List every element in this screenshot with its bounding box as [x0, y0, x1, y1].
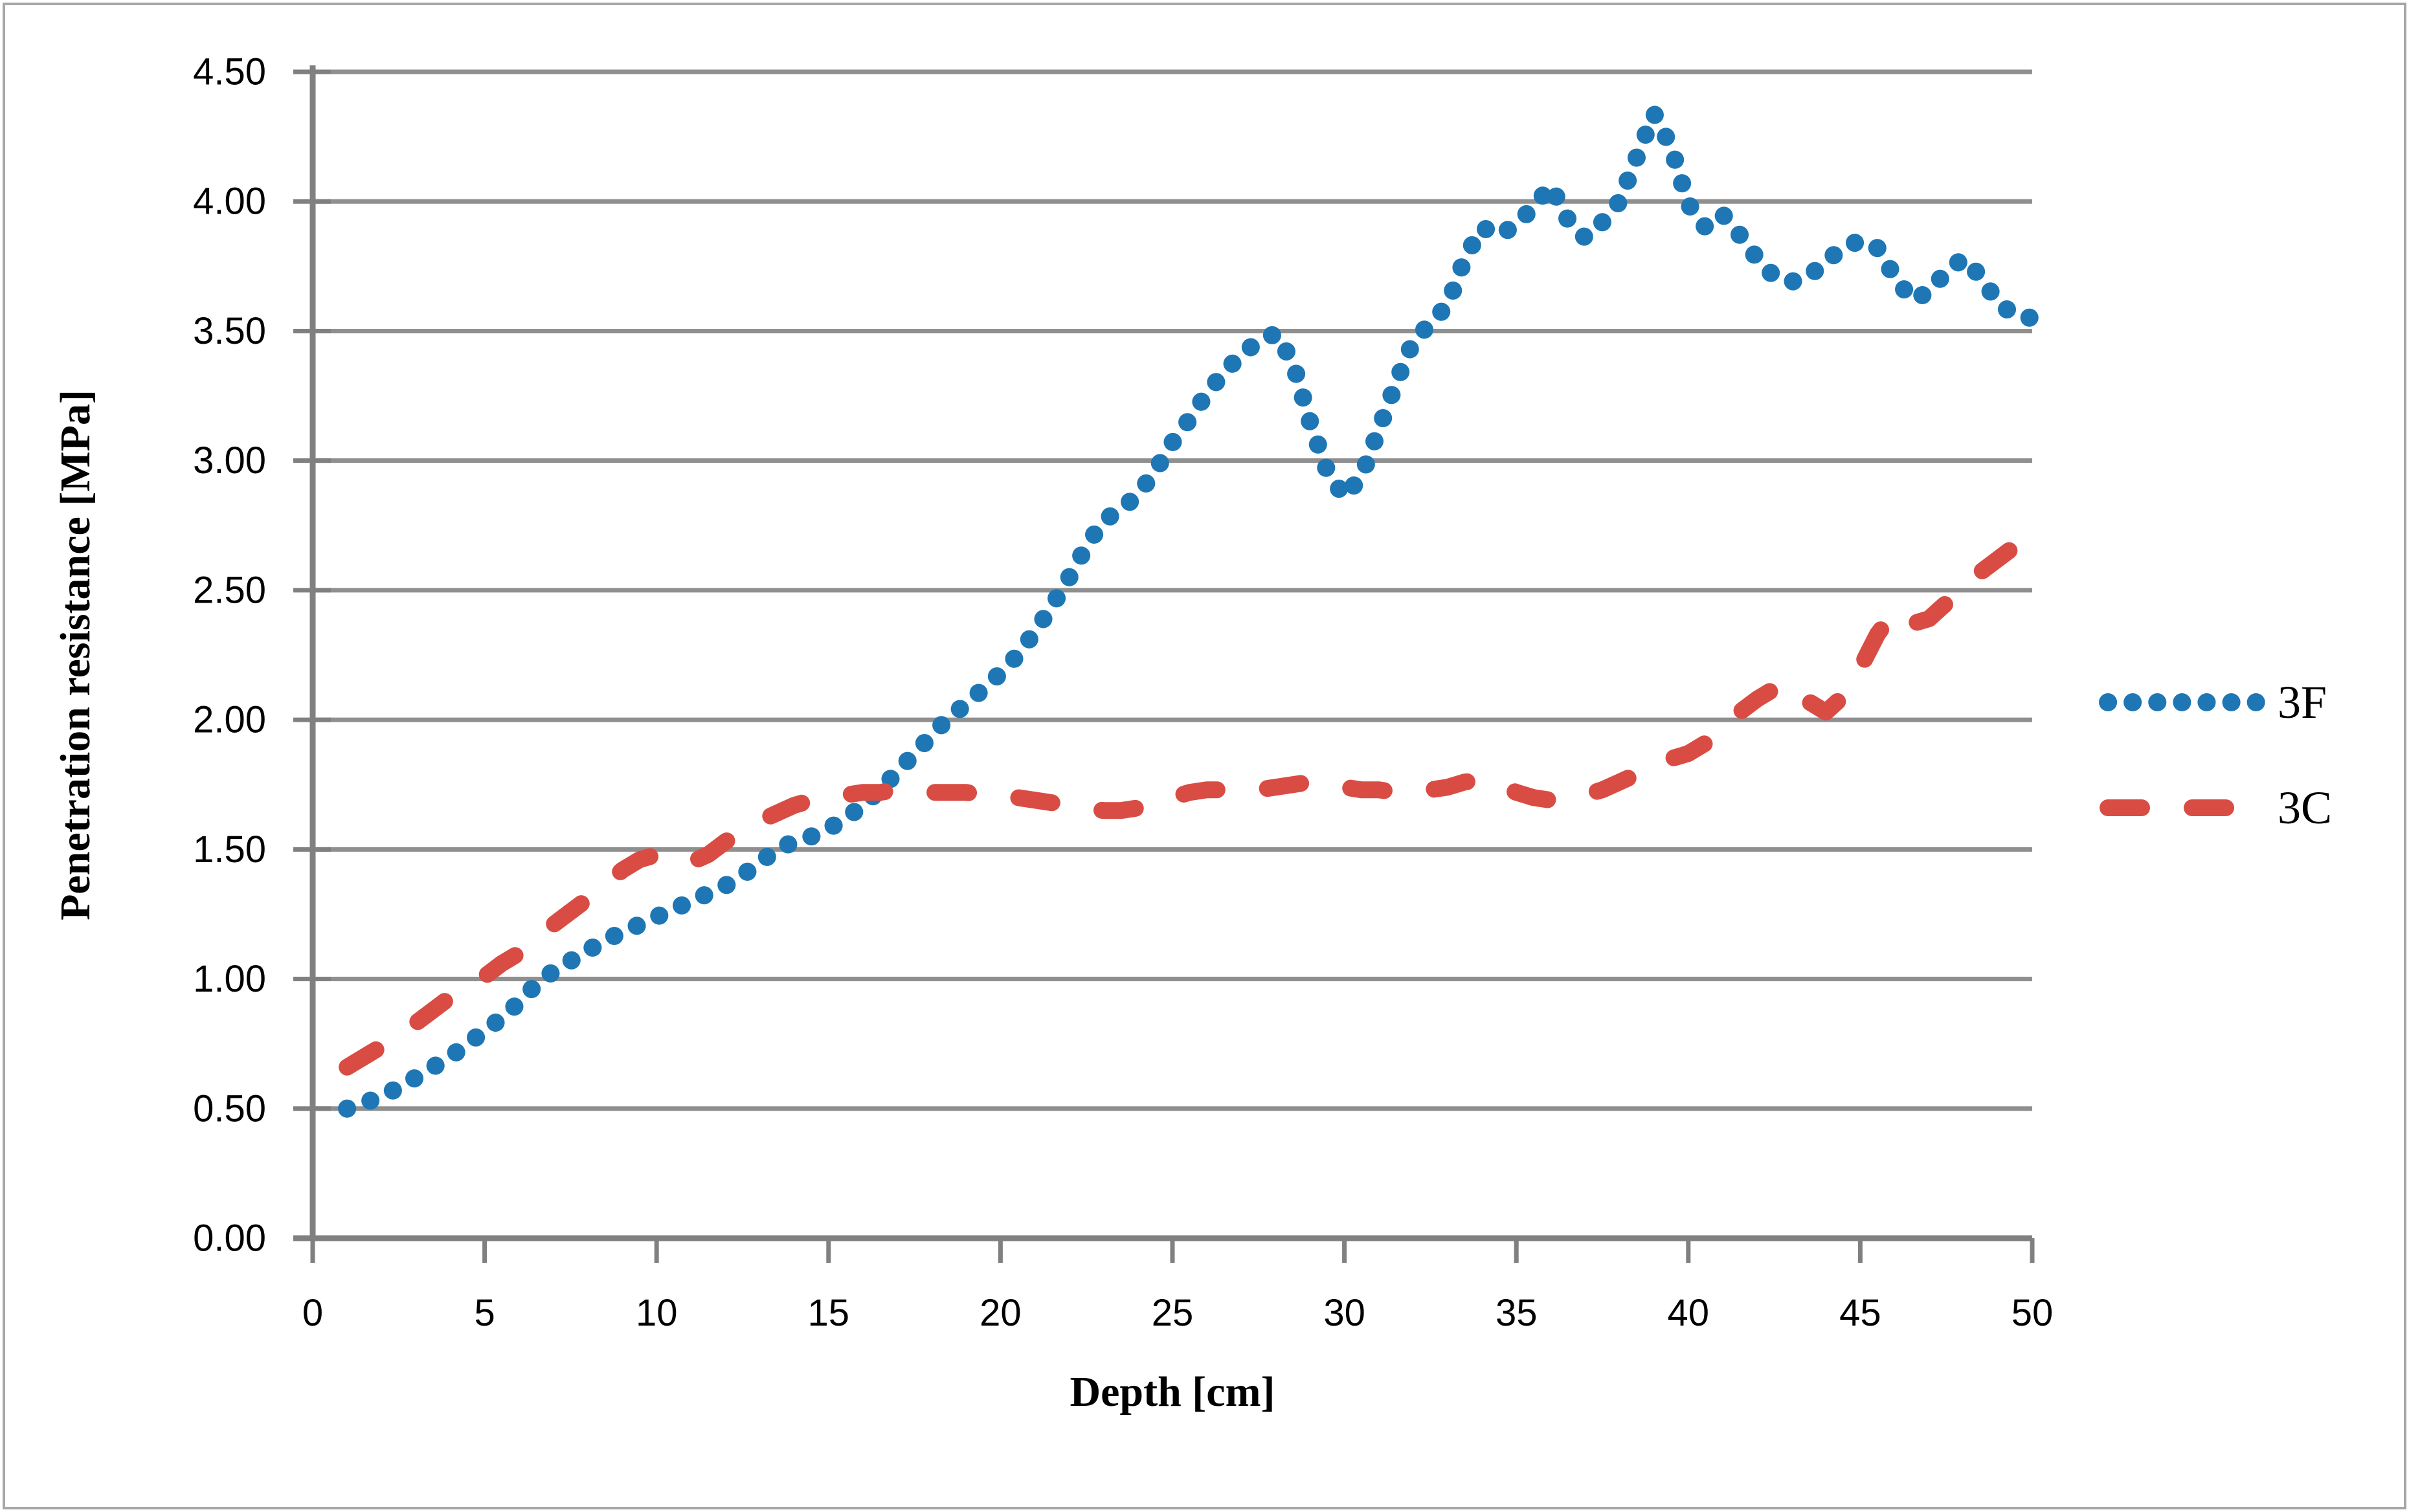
y-tick-label-2.00: 2.00 [193, 699, 266, 741]
legend: 3F 3C [2099, 676, 2332, 834]
x-tick-label-10: 10 [636, 1292, 678, 1334]
x-tick-label-50: 50 [2011, 1292, 2054, 1334]
x-tick-label-15: 15 [808, 1292, 850, 1334]
x-tick-label-35: 35 [1496, 1292, 1538, 1334]
x-tick-label-20: 20 [980, 1292, 1022, 1334]
y-tick-label-1.50: 1.50 [193, 828, 266, 871]
y-axis-tick-labels: 0.00 0.50 1.00 1.50 2.00 2.50 3.00 3.50 4.00 4.50 [193, 51, 266, 1260]
y-tick-label-3.50: 3.50 [193, 310, 266, 352]
x-axis-ticks [310, 1238, 2035, 1263]
legend-3F-label: 3F [2278, 676, 2327, 728]
x-tick-label-25: 25 [1152, 1292, 1194, 1334]
x-axis-title: Depth [cm] [1070, 1368, 1275, 1416]
y-tick-label-4.00: 4.00 [193, 181, 266, 223]
horizontal-gridlines [313, 69, 2032, 1241]
x-tick-label-40: 40 [1668, 1292, 1710, 1334]
x-tick-label-30: 30 [1323, 1292, 1365, 1334]
x-axis-tick-labels: 0 5 10 15 20 25 30 35 40 45 50 [302, 1292, 2053, 1334]
legend-3C-label: 3C [2278, 782, 2332, 834]
x-tick-label-5: 5 [474, 1292, 495, 1334]
y-tick-label-1.00: 1.00 [193, 958, 266, 1000]
series-3F-dotted-line [338, 104, 2041, 1118]
series-3C-dashed-line [339, 527, 2041, 1076]
x-tick-label-45: 45 [1839, 1292, 1881, 1334]
y-tick-label-4.50: 4.50 [193, 51, 266, 93]
y-tick-label-2.50: 2.50 [193, 569, 266, 611]
y-tick-label-0.00: 0.00 [193, 1217, 266, 1260]
x-tick-label-0: 0 [302, 1292, 323, 1334]
chart-outer-border [3, 3, 2406, 1509]
y-tick-label-0.50: 0.50 [193, 1087, 266, 1129]
y-axis-title: Penetration resistance [MPa] [52, 390, 99, 920]
y-tick-label-3.00: 3.00 [193, 439, 266, 482]
